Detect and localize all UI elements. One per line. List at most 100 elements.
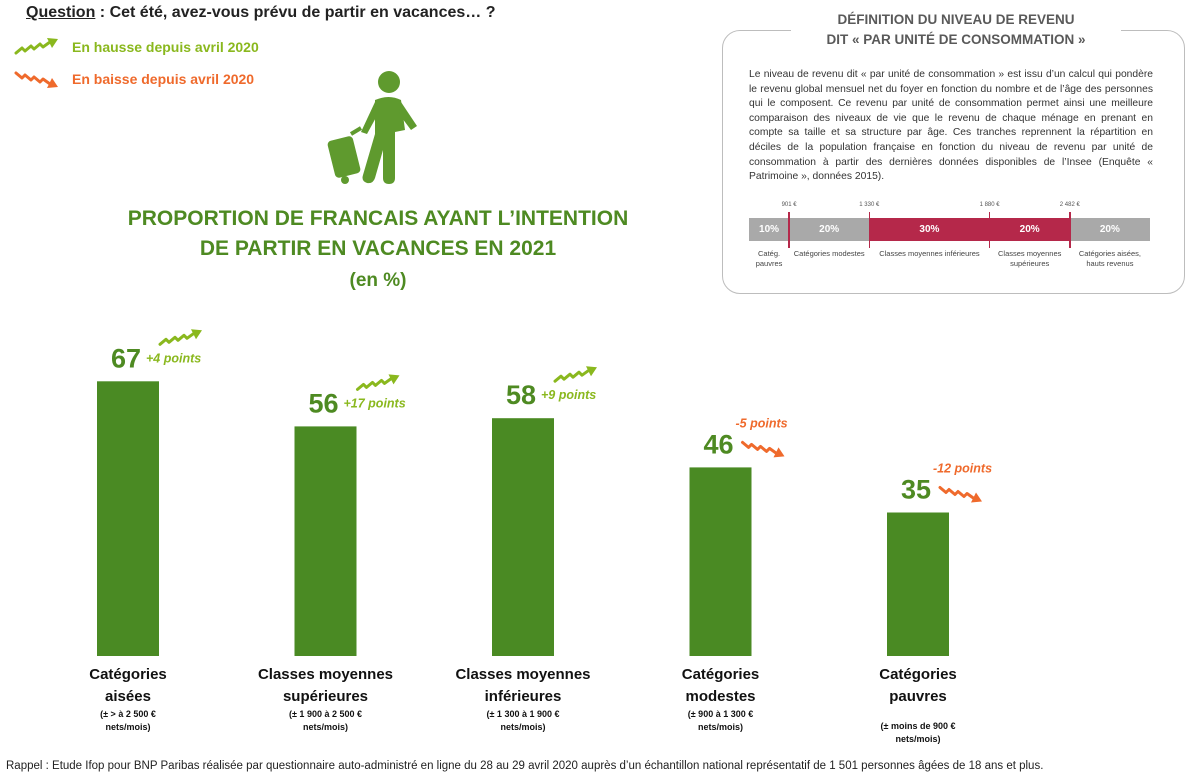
decile-divider — [788, 212, 790, 248]
definition-title-line1: DÉFINITION DU NIVEAU DE REVENU — [837, 12, 1075, 27]
chart-title-line2: DE PARTIR EN VACANCES EN 2021 — [199, 237, 557, 260]
decile-category-label: Catég. pauvres — [756, 249, 783, 269]
category-name: Catégories — [879, 666, 957, 683]
trend-arrow-head — [773, 447, 785, 458]
data-label: 46 — [703, 429, 733, 459]
decile-segment: 10% — [749, 218, 790, 241]
category-income-range: nets/mois) — [697, 722, 743, 732]
question-label: Question — [26, 4, 96, 21]
decile-bar: 10% 20% 30% 20% 20% — [749, 218, 1150, 241]
question: Question : Cet été, avez-vous prévu de p… — [26, 4, 496, 22]
bar — [492, 418, 554, 656]
decile-category-label: Catégories aisées, hauts revenus — [1079, 249, 1141, 269]
decile-category-label-line2: supérieures — [1010, 259, 1050, 268]
bar — [97, 381, 159, 656]
trend-arrow-head — [586, 366, 597, 377]
data-label: 35 — [901, 475, 931, 505]
category-name: Catégories — [89, 666, 167, 683]
definition-title-line2: DIT « PAR UNITÉ DE CONSOMMATION » — [826, 32, 1086, 47]
category-name: Classes moyennes — [455, 666, 591, 683]
decile-category-label-line1: Catégories aisées, — [1078, 249, 1141, 258]
trend-arrow-head — [191, 329, 202, 340]
trend-up-arrow-icon — [14, 38, 58, 55]
chart-subtitle: (en %) — [349, 270, 407, 291]
decile-threshold-label: 1 330 € — [859, 202, 880, 208]
trend-arrow-head — [971, 492, 982, 503]
chart-title: PROPORTION DE FRANCAIS AYANT L’INTENTION… — [88, 204, 668, 296]
decile-category-label: Catégories modestes — [794, 249, 865, 259]
trend-up-arrow-icon — [158, 329, 202, 346]
definition-text: Le niveau de revenu dit « par unité de c… — [749, 69, 1153, 183]
legend-up: En hausse depuis avril 2020 — [14, 38, 259, 56]
category-name: Classes moyennes — [257, 666, 394, 683]
legend-down-label: En baisse depuis avril 2020 — [72, 71, 255, 87]
trend-arrow-line — [158, 331, 196, 346]
decile-category-label: Classes moyennes supérieures — [998, 249, 1061, 269]
data-label: 67 — [111, 343, 141, 373]
trend-arrow-head — [388, 374, 400, 385]
decile-segment: 20% — [789, 218, 870, 241]
category-income-range: nets/mois) — [500, 722, 546, 732]
category-name: modestes — [685, 688, 756, 705]
decile-divider — [1069, 212, 1071, 248]
category-label: Catégories pauvres (± moins de 900 € nets/m… — [823, 664, 1013, 746]
decile-segment: 20% — [989, 218, 1070, 241]
footer-note: Rappel : Etude Ifop pour BNP Paribas réa… — [6, 760, 1044, 772]
bar — [887, 512, 949, 656]
category-name: Catégories — [681, 666, 760, 683]
chart-title-line1: PROPORTION DE FRANCAIS AYANT L’INTENTION — [127, 207, 629, 230]
legend-up-label: En hausse depuis avril 2020 — [72, 39, 259, 55]
decile-category-label-line2: hauts revenus — [1086, 259, 1134, 268]
trend-up-arrow-icon — [356, 374, 400, 391]
change-label: +17 points — [344, 396, 406, 410]
bar — [689, 467, 752, 656]
definition-box — [722, 30, 1185, 294]
decile-category-label-line1: Classes moyennes — [998, 249, 1062, 258]
decile-category-label-line2: pauvres — [755, 259, 783, 268]
data-label: 58 — [506, 380, 536, 410]
decile-threshold-label: 1 880 € — [979, 202, 1000, 208]
trend-down-arrow-icon — [741, 440, 785, 458]
bar — [294, 426, 357, 656]
decile-divider — [988, 212, 991, 248]
decile-category-label-line1: Catégories modestes — [793, 249, 865, 258]
decile-threshold-label: 901 € — [781, 202, 797, 208]
trend-arrow-line — [938, 486, 976, 500]
category-name: supérieures — [282, 688, 369, 705]
decile-divider — [868, 212, 871, 248]
category-label: Classes moyennes inférieures (± 1 300 à 1 … — [428, 664, 618, 734]
definition-title: DÉFINITION DU NIVEAU DE REVENU DIT « PAR… — [791, 10, 1121, 50]
category-income-range: (± 1 300 à 1 900 € — [486, 709, 560, 719]
category-income-range: (± 1 900 à 2 500 € — [289, 709, 362, 719]
category-label: Catégories aisées (± > à 2 500 € nets/mois) — [33, 664, 223, 734]
category-name: aisées — [105, 688, 151, 705]
decile-category-label-line1: Catég. — [757, 249, 781, 258]
category-label: Catégories modestes (± 900 à 1 300 € nets/m… — [626, 664, 816, 734]
category-name: pauvres — [889, 688, 947, 705]
trend-up-arrow-icon — [553, 366, 597, 383]
category-income-range: nets/mois) — [105, 722, 151, 732]
category-income-range: nets/mois) — [302, 722, 348, 732]
category-label: Classes moyennes supérieures (± 1 900 à 2 … — [231, 664, 421, 734]
change-label: -5 points — [736, 416, 788, 430]
change-label: +4 points — [146, 351, 201, 365]
change-label: -12 points — [933, 462, 992, 476]
change-label: +9 points — [541, 388, 596, 402]
category-name: inférieures — [484, 688, 562, 705]
decile-segment: 30% — [869, 218, 990, 241]
trend-arrow-line — [553, 368, 591, 383]
trend-down-arrow-icon — [938, 486, 982, 503]
category-income-range: (± 900 à 1 300 € — [687, 709, 754, 719]
category-income-range: (± moins de 900 € — [880, 721, 956, 731]
question-text: : Cet été, avez-vous prévu de partir en … — [95, 4, 496, 21]
category-income-range: nets/mois) — [895, 734, 941, 744]
trend-down-arrow-icon — [14, 71, 58, 88]
trend-arrow-line — [741, 440, 778, 455]
decile-category-label: Classes moyennes inférieures — [879, 249, 979, 259]
traveler-with-suitcase-icon — [327, 71, 417, 184]
decile-threshold-label: 2 482 € — [1059, 202, 1080, 208]
category-income-range: (± > à 2 500 € — [100, 709, 156, 719]
data-label: 56 — [308, 388, 338, 418]
decile-category-label-line1: Classes moyennes inférieures — [879, 249, 980, 258]
